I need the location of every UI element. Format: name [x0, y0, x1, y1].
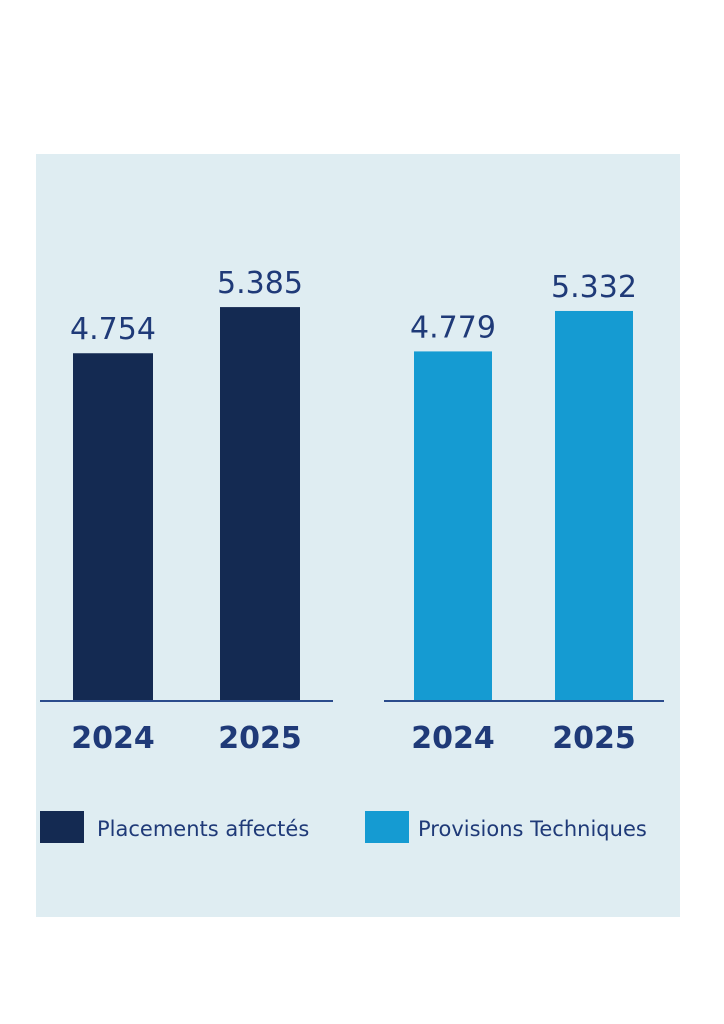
value-label-2025-group-1: 5.385 [217, 266, 303, 301]
x-tick-label-2025-group-1: 2025 [218, 721, 302, 756]
bar-2025-group-1 [220, 307, 300, 701]
legend-label-1: Placements affectés [97, 817, 309, 841]
x-tick-label-2024-group-2: 2024 [411, 721, 495, 756]
bar-chart: 4.754 2024 5.385 2025 4.779 2024 5.332 2025 Plac… [40, 266, 664, 843]
chart-panel: 4.754 2024 5.385 2025 4.779 2024 5.332 2025 Plac… [36, 154, 680, 917]
value-label-2024-group-1: 4.754 [70, 312, 156, 347]
value-label-2025-group-2: 5.332 [551, 270, 637, 305]
legend-swatch-1 [40, 811, 84, 843]
value-label-2024-group-2: 4.779 [410, 310, 496, 345]
legend-swatch-2 [365, 811, 409, 843]
bar-2024-group-1 [73, 353, 153, 701]
legend-label-2: Provisions Techniques [418, 817, 647, 841]
bar-2025-group-2 [555, 310, 633, 701]
x-tick-label-2025-group-2: 2025 [552, 721, 636, 756]
bar-2024-group-2 [414, 351, 492, 701]
x-tick-label-2024-group-1: 2024 [71, 721, 155, 756]
